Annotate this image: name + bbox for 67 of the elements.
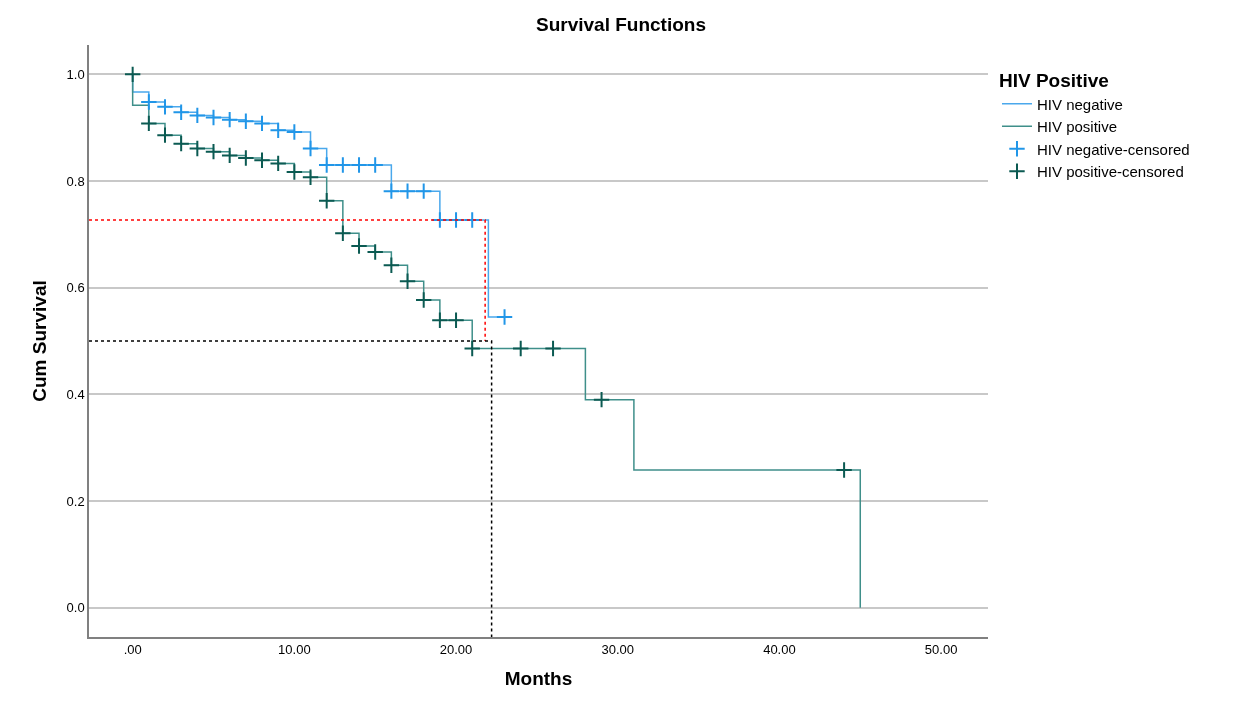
point: [350, 237, 368, 255]
point: [592, 390, 611, 409]
point: [398, 272, 417, 290]
legend-label: HIV negative-censored: [1036, 140, 1190, 158]
point: [415, 182, 433, 200]
point: [285, 163, 304, 181]
point: [220, 146, 239, 165]
y-tick-label: 0.0: [66, 600, 85, 616]
x-tick-label: 30.00: [601, 642, 634, 658]
point: [204, 142, 223, 161]
point: [237, 112, 255, 130]
point: [188, 106, 207, 125]
point: [415, 291, 433, 309]
point: [366, 156, 384, 174]
y-tick-label: 0.8: [66, 173, 85, 189]
point: [382, 182, 401, 200]
legend-label: HIV positive-censored: [1036, 163, 1184, 181]
x-axis-title: Months: [504, 667, 573, 689]
point: [204, 108, 223, 127]
x-tick-label: 40.00: [763, 642, 796, 658]
point: [512, 339, 530, 358]
point: [334, 224, 352, 242]
point: [317, 192, 336, 210]
point: [220, 110, 239, 129]
point: [156, 126, 174, 144]
point: [334, 156, 352, 174]
point: [237, 149, 255, 167]
point: [140, 114, 158, 133]
point: [172, 103, 190, 121]
y-axis-title: Cum Survival: [28, 280, 50, 402]
y-tick-label: 0.6: [66, 280, 85, 296]
point: [382, 256, 401, 274]
point: [269, 154, 287, 173]
x-tick-label: 50.00: [924, 642, 958, 658]
point: [140, 93, 158, 111]
point: [835, 461, 853, 479]
point: [285, 123, 304, 141]
point: [431, 311, 449, 329]
point: [301, 168, 320, 186]
point: [447, 311, 465, 329]
x-tick-label: 20.00: [439, 642, 473, 658]
point: [398, 182, 417, 200]
point: [350, 156, 368, 174]
point: [123, 65, 142, 84]
chart-title: Survival Functions: [536, 14, 706, 36]
point: [495, 308, 514, 326]
point: [463, 211, 481, 229]
point: [269, 121, 287, 140]
x-tick-label: .00: [123, 642, 142, 658]
point: [301, 139, 320, 158]
x-tick-label: 10.00: [278, 642, 311, 658]
legend-label: HIV positive: [1036, 118, 1118, 136]
point: [366, 243, 384, 261]
legend-title: HIV Positive: [998, 70, 1109, 92]
point: [253, 114, 271, 133]
point: [463, 339, 481, 358]
point: [188, 139, 207, 158]
y-tick-label: 0.2: [66, 493, 85, 509]
point: [253, 151, 271, 169]
y-tick-label: 0.4: [66, 386, 85, 402]
legend-label: HIV negative: [1036, 95, 1123, 113]
point: [317, 156, 336, 174]
y-tick-label: 1.0: [66, 66, 85, 82]
point: [431, 211, 449, 229]
point: [172, 134, 190, 153]
point: [156, 98, 174, 116]
point: [544, 339, 562, 358]
